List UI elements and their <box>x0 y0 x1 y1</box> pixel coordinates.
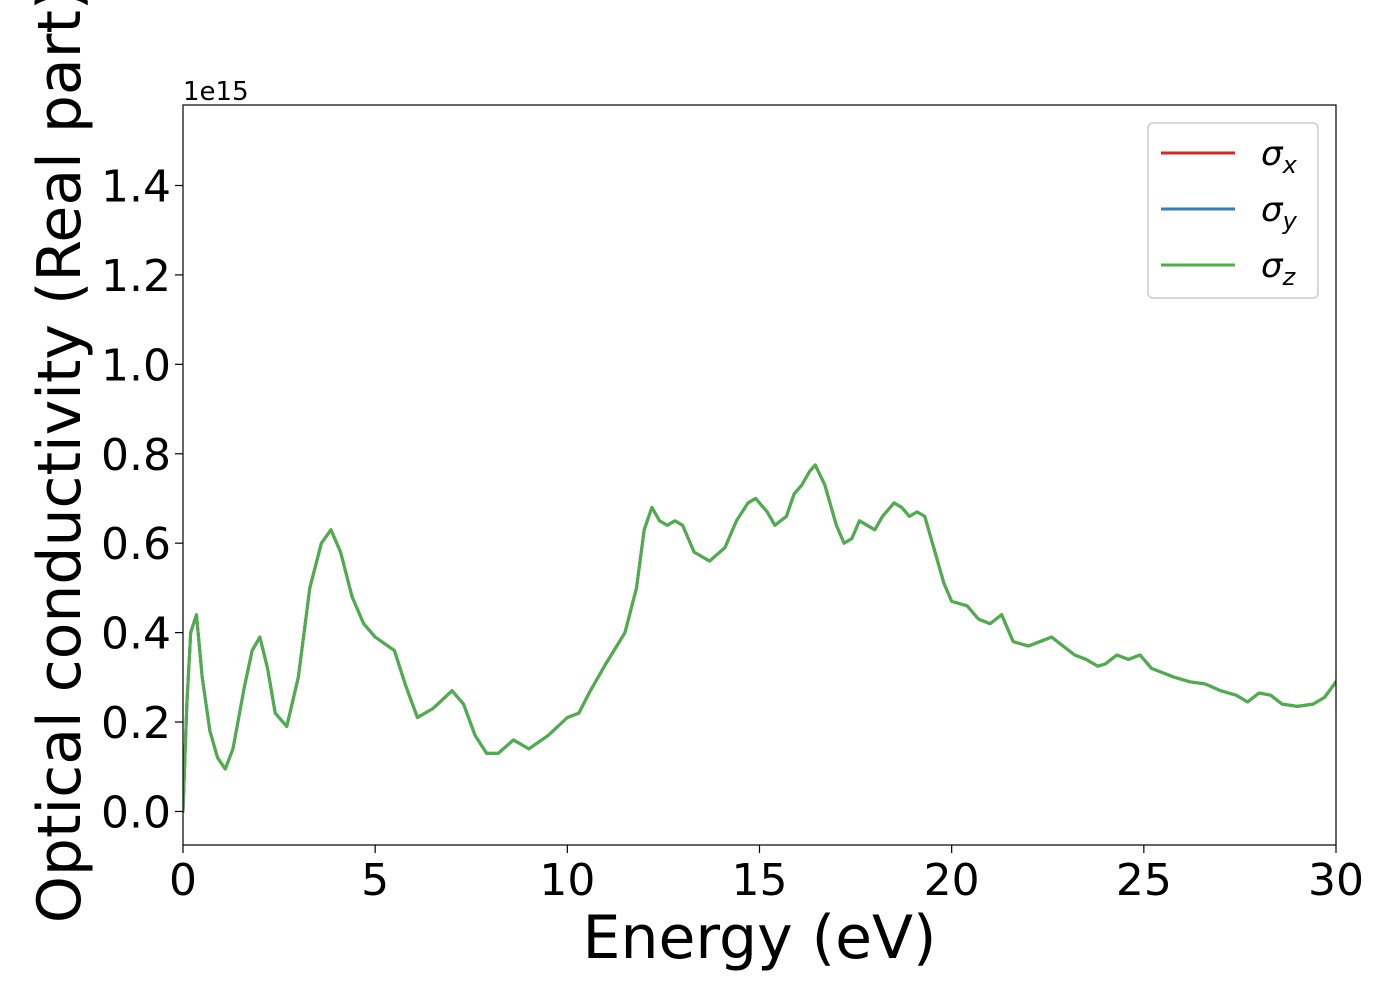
x-tick-label: 0 <box>169 855 197 906</box>
x-axis-label: Energy (eV) <box>583 903 937 973</box>
y-tick-label: 1.4 <box>101 161 171 212</box>
legend-subscript: x <box>1282 151 1298 179</box>
x-tick-label: 25 <box>1116 855 1172 906</box>
y-tick-label: 0.8 <box>101 430 171 481</box>
y-tick-label: 1.2 <box>101 251 171 302</box>
legend-symbol: σ <box>1261 190 1284 230</box>
y-tick-label: 0.6 <box>101 519 171 570</box>
x-tick-label: 10 <box>539 855 595 906</box>
legend-entry: σy <box>1261 190 1298 235</box>
plot-area <box>183 463 1336 813</box>
x-tick-label: 15 <box>732 855 788 906</box>
legend-entry: σx <box>1261 134 1298 179</box>
y-offset-label: 1e15 <box>183 77 249 107</box>
legend-subscript: y <box>1282 207 1298 235</box>
legend-symbol: σ <box>1261 134 1284 174</box>
y-tick-label: 1.0 <box>101 340 171 391</box>
x-tick-label: 20 <box>924 855 980 906</box>
y-axis-label: Optical conductivity (Real part) <box>25 0 95 923</box>
legend-entry: σz <box>1261 246 1297 291</box>
y-tick-label: 0.0 <box>101 787 171 838</box>
series-line-z <box>183 463 1336 813</box>
x-tick-label: 30 <box>1308 855 1364 906</box>
legend-subscript: z <box>1282 263 1297 291</box>
x-axis: 0 5 10 15 20 25 30 <box>169 845 1364 906</box>
y-axis: 0.0 0.2 0.4 0.6 0.8 1.0 1.2 1.4 <box>101 161 183 838</box>
y-tick-label: 0.4 <box>101 609 171 660</box>
x-tick-label: 5 <box>361 855 389 906</box>
series-layer <box>183 463 1336 813</box>
legend-symbol: σ <box>1261 246 1284 286</box>
y-tick-label: 0.2 <box>101 698 171 749</box>
